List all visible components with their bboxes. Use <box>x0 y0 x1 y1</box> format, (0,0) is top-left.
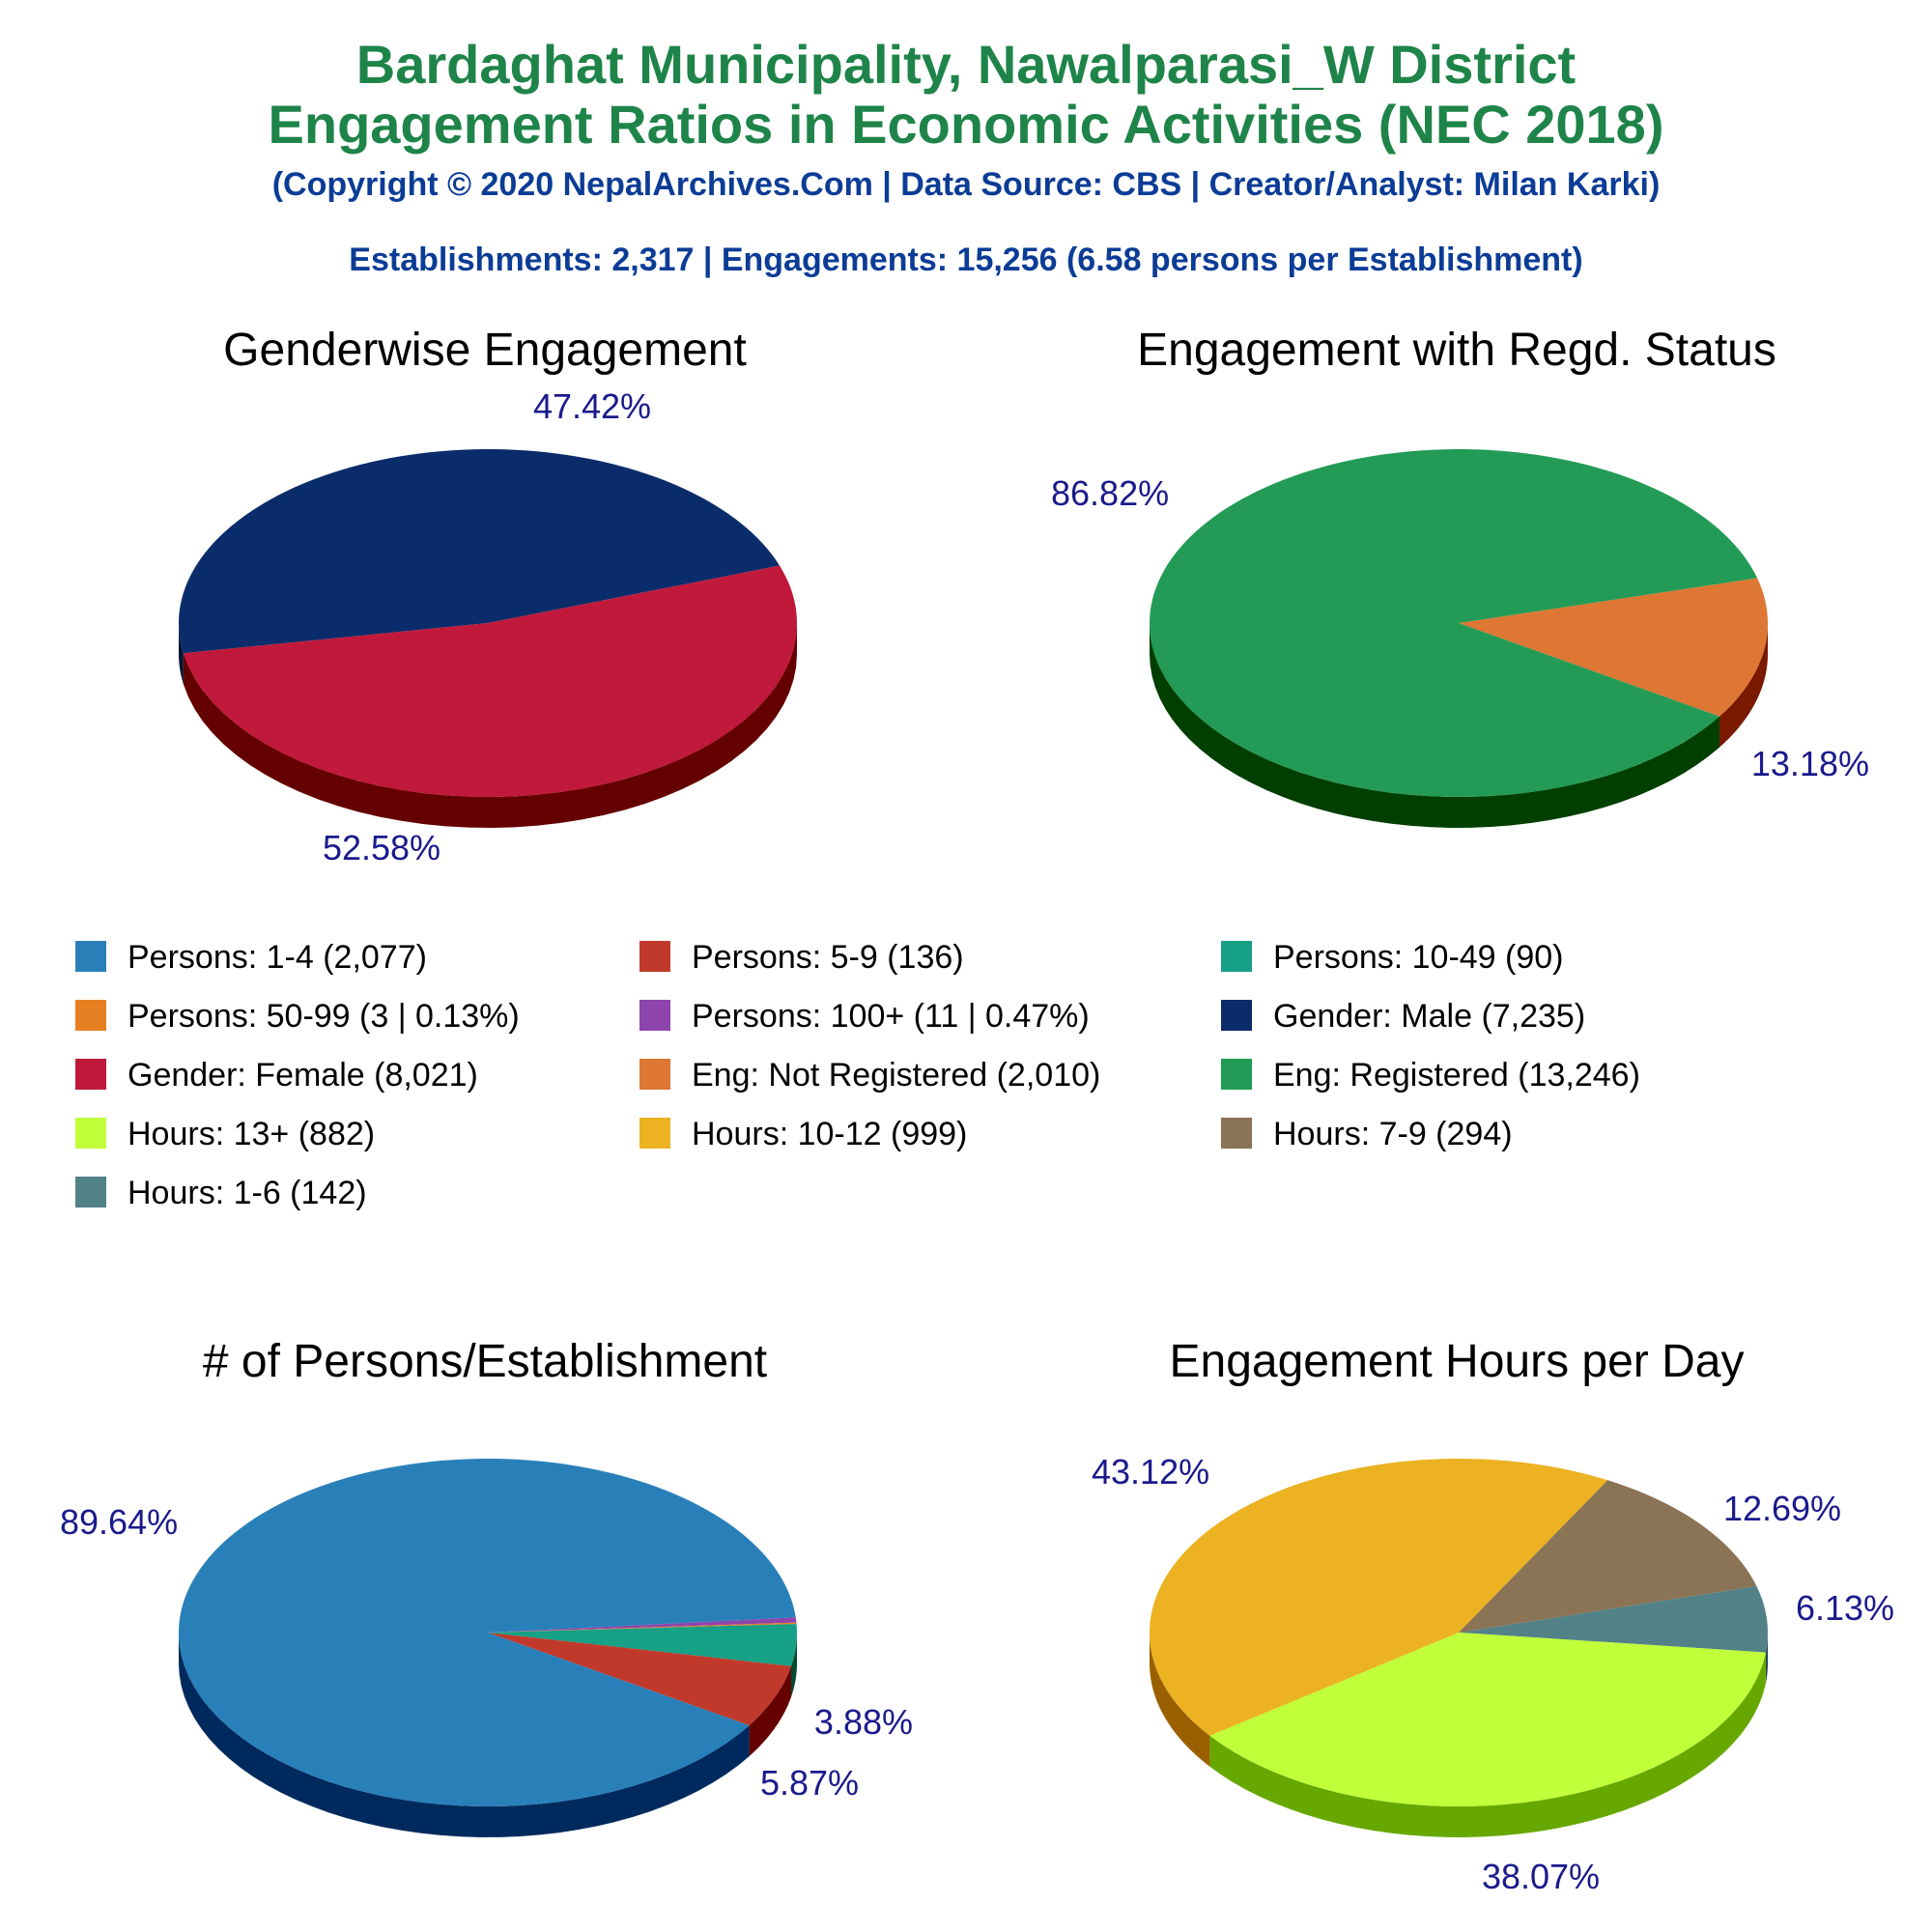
chart-title-registration: Engagement with Regd. Status <box>1137 325 1776 376</box>
legend-item: Gender: Male (7,235) <box>1221 997 1585 1036</box>
legend-label: Hours: 10-12 (999) <box>692 1116 968 1152</box>
legend-label: Eng: Not Registered (2,010) <box>692 1057 1101 1094</box>
pie-slice <box>1150 449 1758 797</box>
legend-swatch <box>1221 1059 1252 1091</box>
chart-title-persons: # of Persons/Establishment <box>202 1336 768 1387</box>
legend-item: Hours: 10-12 (999) <box>639 1115 967 1153</box>
legend-label: Hours: 13+ (882) <box>128 1116 376 1152</box>
slice-label: 89.64% <box>60 1502 178 1542</box>
legend-swatch <box>75 1177 106 1208</box>
legend-item: Persons: 100+ (11 | 0.47%) <box>639 997 1090 1036</box>
legend-label: Persons: 100+ (11 | 0.47%) <box>692 998 1090 1035</box>
pie-slice <box>1150 1459 1608 1736</box>
legend-item: Hours: 1-6 (142) <box>75 1174 367 1212</box>
summary-line: Establishments: 2,317 | Engagements: 15,… <box>349 242 1583 278</box>
pie-slice-side <box>1765 1633 1768 1684</box>
pie-slice-side <box>179 1633 750 1837</box>
legend-item: Persons: 50-99 (3 | 0.13%) <box>75 997 520 1036</box>
pie-slice-side <box>749 1665 791 1757</box>
pie-slice <box>488 1624 797 1666</box>
pie-slice-side <box>790 1633 797 1697</box>
legend-item: Eng: Not Registered (2,010) <box>639 1056 1100 1094</box>
slice-label: 12.69% <box>1723 1489 1841 1528</box>
legend-swatch <box>75 1118 106 1150</box>
chart-title-gender: Genderwise Engagement <box>223 325 747 376</box>
legend-item: Gender: Female (8,021) <box>75 1056 478 1094</box>
pie-slice-side <box>1209 1652 1766 1837</box>
slice-label: 52.58% <box>323 828 440 867</box>
legend-item: Persons: 10-49 (90) <box>1221 938 1564 977</box>
title-line-2: Engagement Ratios in Economic Activities… <box>268 94 1664 155</box>
legend-label: Persons: 50-99 (3 | 0.13%) <box>128 998 520 1035</box>
slice-label: 3.88% <box>814 1702 913 1742</box>
slice-label: 38.07% <box>1482 1857 1600 1896</box>
slice-label: 86.82% <box>1051 473 1169 513</box>
legend-swatch <box>75 1059 106 1091</box>
legend-label: Persons: 10-49 (90) <box>1273 939 1564 976</box>
legend-swatch <box>639 1000 670 1032</box>
copyright-line: (Copyright © 2020 NepalArchives.Com | Da… <box>271 166 1661 203</box>
legend-item: Persons: 1-4 (2,077) <box>75 938 427 977</box>
legend-swatch <box>639 941 670 973</box>
legend-swatch <box>1221 1000 1252 1032</box>
slice-label: 47.42% <box>533 386 651 426</box>
pie-slice-side <box>1150 1633 1210 1767</box>
legend-swatch <box>1221 941 1252 973</box>
legend-swatch <box>1221 1118 1252 1150</box>
pie-slice-side <box>179 623 184 685</box>
slice-label: 6.13% <box>1796 1588 1894 1628</box>
legend-swatch <box>75 1000 106 1032</box>
legend-swatch <box>639 1118 670 1150</box>
chart-title-hours: Engagement Hours per Day <box>1169 1336 1745 1387</box>
pie-slice <box>183 565 797 797</box>
slice-label: 5.87% <box>760 1763 859 1803</box>
legend-item: Persons: 5-9 (136) <box>639 938 964 977</box>
pie-slice-side <box>183 623 798 828</box>
pie-slice <box>1459 1585 1768 1653</box>
legend-label: Hours: 7-9 (294) <box>1273 1116 1513 1152</box>
legend-label: Eng: Registered (13,246) <box>1273 1057 1640 1094</box>
title-line-1: Bardaghat Municipality, Nawalparasi_W Di… <box>355 34 1577 95</box>
pie-slice <box>179 449 781 654</box>
legend-label: Gender: Male (7,235) <box>1273 998 1586 1035</box>
legend-label: Gender: Female (8,021) <box>128 1057 478 1094</box>
pie-slice <box>1459 1480 1757 1633</box>
slice-label: 13.18% <box>1751 744 1869 783</box>
legend-item: Hours: 7-9 (294) <box>1221 1115 1513 1153</box>
legend-label: Hours: 1-6 (142) <box>128 1175 367 1211</box>
legend-swatch <box>75 941 106 973</box>
pie-slice <box>1209 1633 1766 1806</box>
legend-item: Eng: Registered (13,246) <box>1221 1056 1640 1094</box>
legend-item: Hours: 13+ (882) <box>75 1115 375 1153</box>
pie-slice-side <box>1150 623 1720 828</box>
slice-label: 43.12% <box>1092 1452 1209 1492</box>
pie-slice <box>488 1633 791 1726</box>
legend-label: Persons: 5-9 (136) <box>692 939 964 976</box>
pie-slice <box>179 1459 796 1806</box>
pie-slice <box>488 1617 797 1633</box>
legend-swatch <box>639 1059 670 1091</box>
pie-slice-side <box>1719 623 1768 748</box>
pie-slice <box>488 1622 797 1633</box>
pie-slice <box>1459 578 1768 717</box>
legend-label: Persons: 1-4 (2,077) <box>128 939 427 976</box>
